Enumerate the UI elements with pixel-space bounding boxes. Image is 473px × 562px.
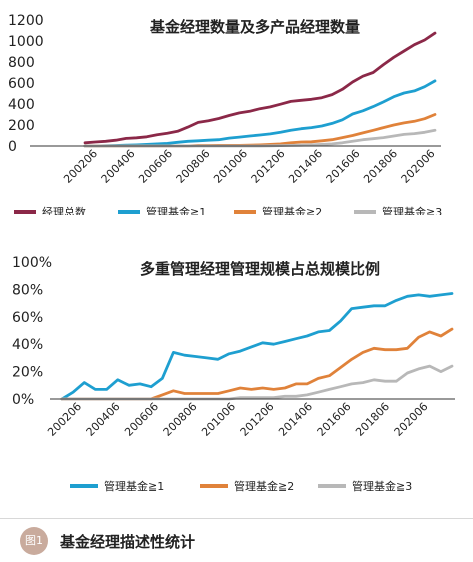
chart-1-title: 基金经理数量及多产品经理数量 (149, 18, 360, 36)
c1-xtick-label: 202006 (399, 147, 438, 186)
c2-xtick-label: 201206 (238, 400, 277, 439)
c1-xtick-label: 201806 (361, 147, 400, 186)
c1-legend-label-3: 管理基金≧2 (262, 205, 322, 215)
c2-ytick-label: 20% (12, 365, 43, 381)
c2-xtick-label: 201006 (199, 400, 238, 439)
c1-legend-label-2: 管理基金≧1 (146, 205, 206, 215)
c1-ytick-label: 400 (8, 97, 35, 113)
c2-xtick-label: 200806 (161, 400, 200, 439)
c1-ytick-label: 200 (8, 118, 35, 134)
c2-xtick-label: 201406 (276, 400, 315, 439)
c1-xtick-label: 200406 (99, 147, 138, 186)
c2-ytick-label: 80% (12, 282, 43, 298)
chart-1: 基金经理数量及多产品经理数量 1200 1000 800 600 400 200 0 200… (8, 13, 442, 215)
c1-ytick-label: 0 (8, 139, 17, 155)
c2-ytick-label: 0% (12, 392, 34, 408)
c1-xtick-label: 200206 (61, 147, 100, 186)
c2-legend-label-2: 管理基金≧2 (234, 479, 294, 493)
c2-series-line-1 (60, 292, 454, 401)
c2-legend-label-1: 管理基金≧1 (104, 479, 164, 493)
c2-ytick-label: 40% (12, 337, 43, 353)
c2-xtick-label: 202006 (392, 400, 431, 439)
c1-ytick-label: 1200 (8, 13, 44, 29)
c2-xtick-label: 201806 (353, 400, 392, 439)
chart-2-title: 多重管理经理管理规模占总规模比例 (140, 260, 380, 278)
c1-legend-label-4: 管理基金≧3 (382, 205, 442, 215)
c1-xtick-label: 201206 (249, 147, 288, 186)
c2-xtick-label: 200206 (45, 400, 84, 439)
c1-ytick-label: 1000 (8, 34, 44, 50)
c1-legend-label-1: 经理总数 (42, 205, 86, 215)
c1-ytick-label: 600 (8, 76, 35, 92)
c1-series-line-1 (83, 31, 437, 145)
c1-xtick-label: 201406 (286, 147, 325, 186)
caption-divider (0, 518, 473, 519)
c2-xtick-label: 200406 (84, 400, 123, 439)
figure-caption-text: 基金经理描述性统计 (60, 533, 196, 551)
c1-xtick-label: 200806 (174, 147, 213, 186)
c1-xtick-label: 201606 (324, 147, 363, 186)
c2-xtick-label: 201606 (315, 400, 354, 439)
c2-xtick-label: 200606 (122, 400, 161, 439)
c2-series-line-2 (60, 327, 454, 401)
chart-2: 多重管理经理管理规模占总规模比例 100% 80% 60% 40% 20% 0% 2002… (12, 255, 455, 493)
c2-ytick-label: 60% (12, 310, 43, 326)
c2-ytick-label: 100% (12, 255, 52, 271)
c1-series-line-3 (83, 113, 437, 148)
c1-series-line-2 (83, 79, 437, 148)
c1-xtick-label: 201006 (211, 147, 250, 186)
figure-badge: 图1 (20, 527, 48, 555)
c1-ytick-label: 800 (8, 55, 35, 71)
c1-xtick-label: 200606 (136, 147, 175, 186)
c2-legend-label-3: 管理基金≧3 (352, 479, 412, 493)
figure-caption: 图1 基金经理描述性统计 (0, 518, 473, 558)
